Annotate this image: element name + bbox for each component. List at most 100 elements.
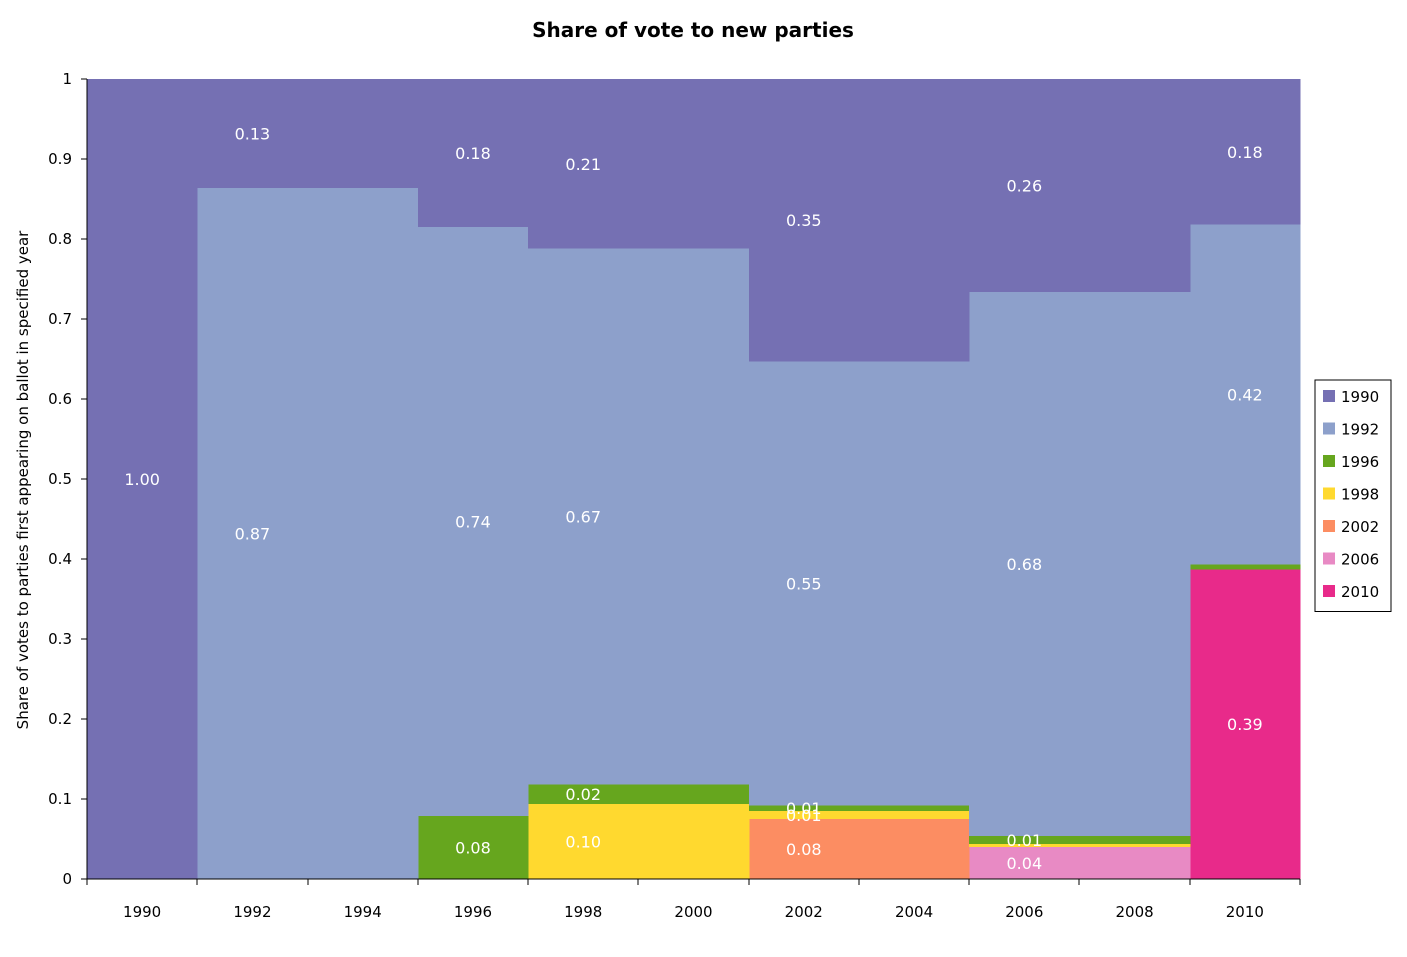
data-label-1990-2002: 0.35 — [786, 211, 822, 230]
segment-1996-1998 — [528, 784, 639, 804]
data-label-1998-1998: 0.10 — [565, 832, 601, 851]
segment-1992-1998 — [528, 248, 639, 785]
data-label-1996-1996: 0.08 — [455, 838, 491, 857]
segment-1990-2000 — [638, 79, 750, 249]
segment-1990-1992 — [197, 79, 309, 188]
segment-1998-2000 — [638, 803, 750, 879]
x-tick-label: 2006 — [1005, 903, 1043, 921]
data-label-2010-2010: 0.39 — [1227, 715, 1263, 734]
y-tick-label: 0 — [62, 870, 72, 888]
y-axis: 0 0.1 0.2 0.3 0.4 0.5 0.6 0.7 0.8 0.9 1 — [48, 70, 88, 888]
legend-swatch-2010 — [1323, 585, 1335, 597]
segment-1990-2006 — [969, 79, 1080, 292]
legend-swatch-1990 — [1323, 390, 1335, 402]
legend-swatch-1996 — [1323, 455, 1335, 467]
y-tick-label: 0.9 — [48, 150, 72, 168]
data-label-2006-2006: 0.04 — [1007, 854, 1043, 873]
x-tick-label: 2002 — [785, 903, 823, 921]
data-label-1996-2002: 0.01 — [786, 799, 822, 818]
segment-2002-2002 — [749, 819, 860, 879]
data-label-1990-2006: 0.26 — [1007, 176, 1043, 195]
data-label-1992-2002: 0.55 — [786, 574, 822, 593]
legend-label-2006: 2006 — [1341, 551, 1379, 569]
legend-label-2002: 2002 — [1341, 518, 1379, 536]
segment-1990-1994 — [308, 79, 419, 188]
x-axis: 1990 1992 1994 1996 1998 2000 2002 2004 2006 2008… — [86, 878, 1301, 921]
legend-label-1996: 1996 — [1341, 453, 1379, 471]
segment-1996-2010 — [1190, 564, 1301, 570]
legend-label-1990: 1990 — [1341, 388, 1379, 406]
segment-1992-2006 — [969, 291, 1080, 836]
legend-swatch-1992 — [1323, 422, 1335, 435]
y-tick-label: 0.8 — [48, 230, 72, 248]
segment-1998-2008 — [1079, 843, 1191, 847]
segment-1992-2008 — [1079, 291, 1191, 836]
segment-1992-2000 — [638, 248, 750, 785]
segment-1990-1998 — [528, 79, 639, 249]
legend-swatch-2002 — [1323, 520, 1335, 532]
x-tick-label: 1998 — [564, 903, 602, 921]
x-tick-label: 1994 — [344, 903, 382, 921]
y-tick-label: 1 — [62, 70, 72, 88]
y-tick-label: 0.2 — [48, 710, 72, 728]
x-tick-label: 1996 — [454, 903, 492, 921]
legend-swatch-2006 — [1323, 552, 1335, 565]
x-tick-label: 2004 — [895, 903, 933, 921]
x-tick-label: 2000 — [674, 903, 712, 921]
segment-1992-1992 — [197, 187, 309, 880]
segment-1990-1996 — [418, 79, 529, 227]
segment-2006-2008 — [1079, 847, 1191, 879]
x-tick-label: 2008 — [1115, 903, 1153, 921]
segment-1998-1998 — [528, 803, 639, 879]
segment-1998-2004 — [859, 811, 970, 819]
x-tick-label: 2010 — [1226, 903, 1264, 921]
y-tick-label: 0.7 — [48, 310, 72, 328]
data-label-2002-2002: 0.08 — [786, 840, 822, 859]
data-label-1992-1992: 0.87 — [235, 524, 271, 543]
y-tick-label: 0.6 — [48, 390, 72, 408]
segment-1992-2010 — [1190, 224, 1301, 565]
chart-title: Share of vote to new parties — [532, 18, 854, 42]
segment-1990-2002 — [749, 79, 860, 362]
y-tick-label: 0.1 — [48, 790, 72, 808]
data-label-1998-2002: 0.01 — [786, 806, 822, 825]
segment-1996-2002 — [749, 805, 860, 811]
data-label-1992-2010: 0.42 — [1227, 386, 1263, 405]
legend-swatch-1998 — [1323, 487, 1335, 500]
segment-1990-2010 — [1190, 79, 1301, 225]
segment-1990-2004 — [859, 79, 970, 362]
segment-1996-2008 — [1079, 835, 1191, 844]
segment-1996-2004 — [859, 805, 970, 811]
data-label-1990-1992: 0.13 — [235, 124, 271, 143]
segment-1992-2002 — [749, 361, 860, 806]
plot-area — [87, 79, 1301, 880]
y-tick-label: 0.3 — [48, 630, 72, 648]
segment-1998-2002 — [749, 811, 860, 819]
segment-1998-2006 — [969, 843, 1080, 847]
segment-2002-2004 — [859, 819, 970, 879]
x-tick-label: 1990 — [123, 903, 161, 921]
segment-1990-1990 — [87, 79, 198, 879]
segment-2006-2006 — [969, 847, 1080, 879]
segment-1990-2008 — [1079, 79, 1191, 292]
y-tick-label: 0.5 — [48, 470, 72, 488]
data-label-1996-2006: 0.01 — [1007, 831, 1043, 850]
y-tick-label: 0.4 — [48, 550, 72, 568]
data-label-1992-1996: 0.74 — [455, 512, 491, 531]
legend-label-1998: 1998 — [1341, 486, 1379, 504]
segment-1992-1996 — [418, 227, 529, 816]
legend-label-2010: 2010 — [1341, 583, 1379, 601]
data-label-1990-1996: 0.18 — [455, 144, 491, 163]
data-label-1990-1990: 1.00 — [124, 470, 160, 489]
x-tick-label: 1992 — [233, 903, 271, 921]
data-label-1992-1998: 0.67 — [565, 508, 601, 527]
data-labels: 1.00 0.87 0.13 0.08 0.74 0.18 0.10 0.02 0.67 0.21… — [124, 124, 1262, 873]
segment-1996-2006 — [969, 835, 1080, 844]
segment-1996-1996 — [418, 815, 529, 879]
legend-label-1992: 1992 — [1341, 421, 1379, 439]
segment-1996-2000 — [638, 784, 750, 804]
segment-1992-2004 — [859, 361, 970, 806]
segment-1992-1994 — [308, 187, 419, 880]
legend: 1990 1992 1996 1998 2002 2006 2010 — [1314, 379, 1392, 612]
